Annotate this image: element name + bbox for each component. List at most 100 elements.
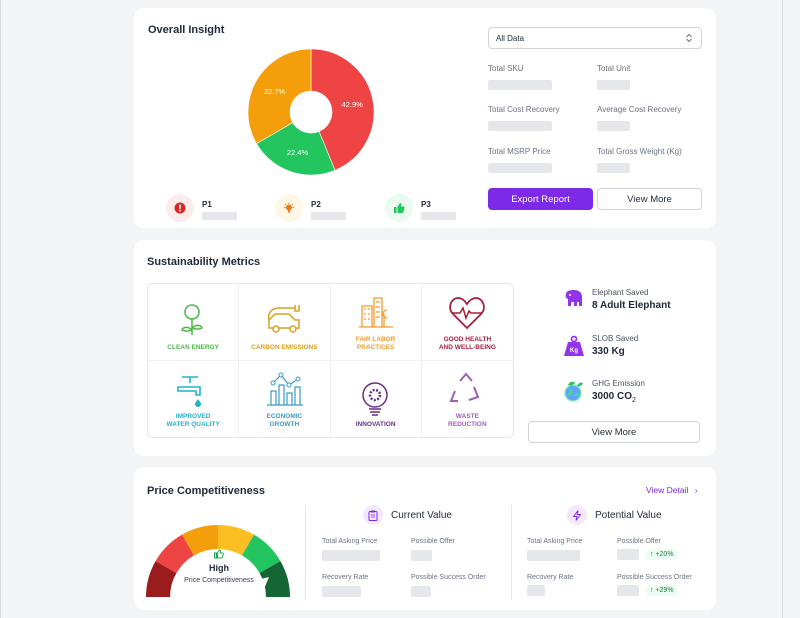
goal-icon [268,304,301,333]
gauge-caption: Price Competitiveness [184,577,254,584]
slob-saved-label: SLOB Saved [592,334,639,343]
goal-label: ECONOMIC GROWTH [266,413,303,428]
goal-label: CLEAN ENERGY [167,343,219,351]
gauge-needle [253,577,269,589]
field-placeholder [411,550,432,561]
arrow-up-icon: ↑ [650,587,656,594]
priority-value-placeholder [311,212,346,220]
goal-label: INNOVATION [355,421,396,428]
stat-value-placeholder [488,121,552,131]
offer-change-value: +20% [655,551,674,558]
donut-slice-label: 42.9% [342,100,364,109]
stat-label: Total Unit [597,64,631,73]
ghg-emission-label: GHG Emission [592,379,645,388]
success-change-value: +29% [655,587,674,594]
goal-economic-growth: ECONOMIC GROWTH [239,360,331,437]
arrow-up-icon: ↑ [650,551,656,558]
select-value: All Data [496,34,525,43]
stat-label: Total Cost Recovery [488,105,560,114]
gauge-segment [218,525,254,556]
priority-value-placeholder [421,212,456,220]
gauge-segment [259,561,290,597]
stat-label: Average Cost Recovery [597,105,682,114]
goal-icon [361,382,388,416]
ghg-emission-value: 3000 CO2 [592,391,636,404]
divider [511,505,512,600]
field-placeholder [411,586,431,597]
sustainability-goals-grid: CLEAN ENERGY CARBON EMISSIONS FAIR LABOR P… [147,283,514,438]
priority-name: P2 [311,200,321,209]
sustainability-card: Sustainability Metrics CLEAN ENERGY CARBO… [134,240,716,456]
price-gauge [146,525,290,597]
donut-slice-label: 22.4% [287,148,309,157]
priority-name: P3 [421,200,431,209]
goal-icon [449,372,480,402]
price-competitiveness-card: Price Competitiveness View Detail › High… [134,467,716,610]
elephant-saved-value: 8 Adult Elephant [592,300,671,311]
field-label: Total Asking Price [527,538,583,545]
page-frame [0,0,783,618]
goal-fair-labor-practices: FAIR LABOR PRACTICES [330,284,422,361]
alert-icon [166,194,194,222]
thumbs-up-icon [385,194,413,222]
goal-good-health-and-well-being: GOOD HEALTH AND WELL-BEING [421,284,513,361]
field-placeholder [617,549,639,560]
overall-insight-title: Overall Insight [148,24,225,36]
donut-slice[interactable] [247,48,312,145]
data-filter-select[interactable]: All Data [488,27,702,49]
field-label: Possible Offer [411,538,455,545]
current-value-title: Current Value [391,510,452,521]
ghg-value-text: 3000 CO [592,391,633,402]
goal-label: CARBON EMISSIONS [251,343,318,351]
gauge-segment [146,561,177,597]
donut-slice-label: 32.7% [264,87,286,96]
stat-label: Total MSRP Price [488,147,551,156]
field-placeholder [527,585,545,596]
field-placeholder [322,550,380,561]
kg-icon-text: Kg [570,348,578,354]
view-more-button[interactable]: View More [597,188,702,210]
goal-label: IMPROVED WATER QUALITY [166,413,220,428]
goal-icon [181,303,204,335]
goal-icon [449,296,486,329]
gauge-segment [242,534,281,573]
donut-slice[interactable] [310,48,375,171]
view-detail-label: View Detail [646,485,689,495]
priority-value-placeholder [202,212,237,220]
gauge-segment [155,534,194,573]
sustainability-title: Sustainability Metrics [147,256,261,268]
goal-improved-water-quality: IMPROVED WATER QUALITY [148,360,240,437]
field-label: Possible Offer [617,538,661,545]
stat-value-placeholder [597,121,630,131]
donut-slice[interactable] [256,122,336,176]
sustainability-view-more-button[interactable]: View More [528,421,700,443]
goal-label: FAIR LABOR PRACTICES [355,335,396,351]
field-label: Recovery Rate [322,574,369,581]
field-label: Possible Success Order [617,574,692,581]
elephant-saved-label: Elephant Saved [592,288,649,297]
view-detail-link[interactable]: View Detail › [646,485,698,495]
weight-kg-icon: Kg [564,335,584,356]
gauge-level: High [209,563,229,573]
overall-insight-card: Overall Insight 42.9% 22.4% 32.7% P1 P2 P3… [134,8,716,228]
field-label: Recovery Rate [527,574,574,581]
field-label: Possible Success Order [411,574,486,581]
field-placeholder [322,586,361,597]
export-report-button[interactable]: Export Report [488,188,593,210]
elephant-icon [565,290,582,306]
donut-chart: 42.9% 22.4% 32.7% [247,48,375,176]
priority-name: P1 [202,200,212,209]
stat-value-placeholder [488,163,552,173]
goal-label: GOOD HEALTH AND WELL-BEING [438,335,496,351]
field-placeholder [527,550,580,561]
success-change-badge: ↑ +29% [646,585,678,596]
goal-icon [267,372,304,406]
price-competitiveness-title: Price Competitiveness [147,485,265,497]
thumbs-up-icon [214,549,224,559]
ghg-value-subscript: 2 [632,397,636,404]
goal-clean-energy: CLEAN ENERGY [148,284,240,361]
goal-label: WASTE REDUCTION [448,413,487,428]
lightning-icon [567,505,587,525]
slob-saved-value: 330 Kg [592,346,625,357]
stat-value-placeholder [597,163,630,173]
